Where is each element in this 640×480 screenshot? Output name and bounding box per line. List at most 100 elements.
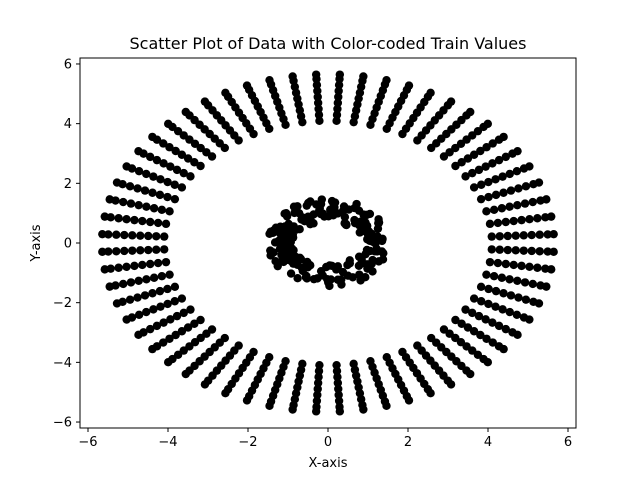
scatter-point [134,200,143,210]
scatter-point [505,307,514,317]
scatter-point [332,366,342,376]
scatter-point [170,194,180,204]
scatter-point [183,323,193,332]
scatter-point [134,310,144,319]
scatter-point [172,311,182,321]
scatter-point [126,278,136,287]
scatter-point [333,98,343,108]
scatter-point [543,247,552,256]
scatter-point [334,396,344,406]
scatter-point [152,321,162,331]
scatter-point [488,139,497,148]
scatter-point [382,75,391,85]
scatter-point [100,265,109,274]
scatter-point [196,315,205,325]
scatter-point [313,86,322,96]
scatter-point [469,183,479,192]
scatter-point [549,229,558,239]
scatter-point [326,205,335,214]
scatter-point [461,172,470,181]
scatter-point [350,215,359,225]
scatter-point [312,396,322,406]
scatter-point [468,168,477,178]
scatter-point [314,110,324,120]
scatter-point [333,378,343,388]
scatter-point [547,212,556,221]
scatter-point [482,207,491,216]
scatter-point [128,246,137,255]
scatter-point [494,321,504,331]
scatter-point [333,372,342,382]
scatter-point [514,184,523,193]
scatter-point [525,315,534,324]
scatter-point [163,299,172,309]
x-ticks: −6 −4 −2 0 2 4 6 [78,428,572,450]
scatter-point [177,294,187,303]
scatter-point [159,139,168,148]
scatter-point [172,165,182,175]
scatter-point [200,380,210,389]
scatter-point [501,217,510,227]
scatter-point [451,315,460,325]
scatter-point [313,378,323,388]
scatter-point [494,155,504,165]
scatter-point [525,262,534,272]
scatter-point [100,212,109,221]
scatter-point [482,334,491,343]
scatter-point [535,230,544,239]
scatter-point [142,169,151,179]
scatter-point [497,273,507,282]
scatter-point [501,152,510,162]
scatter-point [166,162,175,171]
scatter-point [332,110,342,120]
scatter-point [161,257,171,267]
scatter-point [509,216,518,226]
scatter-point [335,70,345,79]
scatter-point [513,276,522,286]
x-tick-label: −6 [78,435,97,450]
scatter-point [221,88,230,97]
scatter-point [271,257,280,266]
scatter-point [155,190,165,200]
scatter-point [361,249,370,259]
x-tick-label: 4 [484,435,492,450]
scatter-point [512,167,522,176]
scatter-point [511,231,520,240]
scatter-point [289,259,298,268]
scatter-point [119,279,128,289]
scatter-point [332,116,341,126]
scatter-point [134,276,143,286]
scatter-point [125,295,135,304]
scatter-point [426,389,435,398]
scatter-point [489,205,499,214]
scatter-point [163,192,172,202]
scatter-point [333,275,343,284]
scatter-point [146,217,155,227]
scatter-point [282,232,292,242]
scatter-point [505,275,514,284]
scatter-point [153,258,163,268]
scatter-point [520,278,530,287]
scatter-point [370,238,380,248]
scatter-point [163,177,172,187]
scatter-point [520,199,530,208]
scatter-point [295,209,304,218]
scatter-point [314,104,323,114]
y-tick-label: 0 [64,237,72,252]
y-tick-label: 4 [64,117,72,132]
scatter-point [485,257,495,267]
y-tick-label: −2 [53,296,72,311]
scatter-point [112,230,121,239]
scatter-point [157,272,167,281]
scatter-point [159,159,168,168]
scatter-point [373,224,383,233]
scatter-point [497,204,507,213]
scatter-point [382,401,391,411]
scatter-point [493,218,503,228]
scatter-point [163,358,173,367]
scatter-point [313,384,322,394]
scatter-point [469,294,479,303]
scatter-point [543,230,552,239]
y-axis-label: Y-axis [29,224,44,262]
scatter-point [112,299,122,308]
